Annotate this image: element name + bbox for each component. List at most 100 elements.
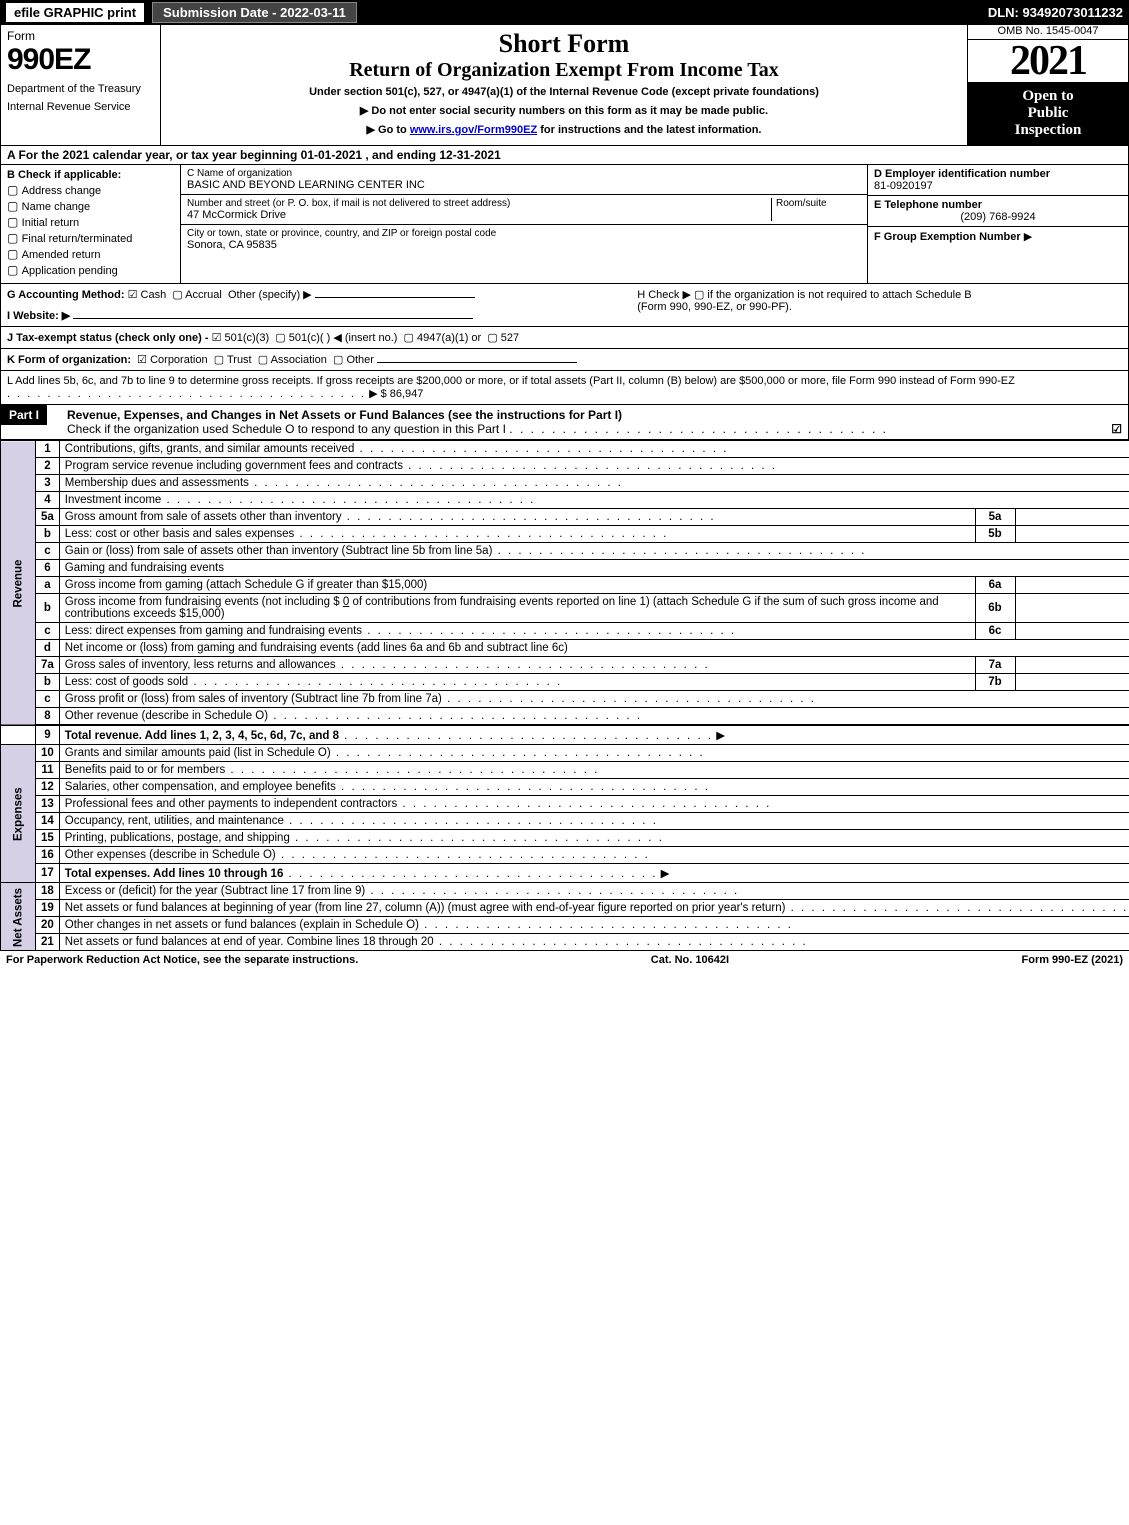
other-specify[interactable]: Other (specify) ▶ bbox=[228, 289, 312, 301]
chk-501c[interactable]: 501(c)( ) ◀ (insert no.) bbox=[275, 332, 397, 344]
line-num: c bbox=[36, 543, 60, 560]
line-num: 13 bbox=[36, 796, 60, 813]
chk-trust[interactable]: Trust bbox=[214, 354, 252, 366]
part-1-header: Part I Revenue, Expenses, and Changes in… bbox=[0, 405, 1129, 440]
group-exemption-arrow: ▶ bbox=[1024, 231, 1032, 243]
line-k-label: K Form of organization: bbox=[7, 354, 131, 366]
chk-association[interactable]: Association bbox=[258, 354, 327, 366]
r6b-amt: 0 bbox=[343, 596, 349, 608]
table-row: 13 Professional fees and other payments … bbox=[1, 796, 1129, 813]
table-row: 9 Total revenue. Add lines 1, 2, 3, 4, 5… bbox=[1, 725, 1129, 745]
form-header: Form 990EZ Department of the Treasury In… bbox=[0, 25, 1129, 146]
other-specify-input[interactable] bbox=[315, 297, 475, 298]
line-desc: Program service revenue including govern… bbox=[59, 458, 1129, 475]
chk-amended-return[interactable]: Amended return bbox=[7, 247, 174, 261]
page-footer: For Paperwork Reduction Act Notice, see … bbox=[0, 951, 1129, 969]
line-j-label: J Tax-exempt status (check only one) - bbox=[7, 332, 212, 344]
phone-value: (209) 768-9924 bbox=[874, 211, 1122, 223]
group-exemption-label: F Group Exemption Number bbox=[874, 231, 1021, 243]
table-row: 6 Gaming and fundraising events bbox=[1, 560, 1129, 577]
chk-corporation[interactable]: Corporation bbox=[137, 354, 207, 366]
line-desc: Grants and similar amounts paid (list in… bbox=[59, 745, 1129, 762]
r6b-d1: Gross income from fundraising events (no… bbox=[65, 596, 340, 608]
line-desc: Gain or (loss) from sale of assets other… bbox=[59, 543, 1129, 560]
sub-value: 0 bbox=[1015, 623, 1129, 640]
form-title-1: Short Form bbox=[167, 29, 961, 59]
line-num: 3 bbox=[36, 475, 60, 492]
chk-accrual[interactable]: Accrual bbox=[172, 289, 222, 301]
line-num: 17 bbox=[36, 864, 60, 883]
city-label: City or town, state or province, country… bbox=[187, 228, 861, 239]
chk-address-change[interactable]: Address change bbox=[7, 183, 174, 197]
line-num: 1 bbox=[36, 441, 60, 458]
line-num: 11 bbox=[36, 762, 60, 779]
chk-name-change[interactable]: Name change bbox=[7, 199, 174, 213]
other-org-input[interactable] bbox=[377, 362, 577, 363]
line-desc: Occupancy, rent, utilities, and maintena… bbox=[59, 813, 1129, 830]
table-row: 5a Gross amount from sale of assets othe… bbox=[1, 509, 1129, 526]
dots-icon bbox=[283, 868, 657, 880]
ein-value: 81-0920197 bbox=[874, 180, 1122, 192]
footer-mid: Cat. No. 10642I bbox=[651, 954, 729, 966]
table-row: b Gross income from fundraising events (… bbox=[1, 594, 1129, 623]
chk-527[interactable]: 527 bbox=[487, 332, 519, 344]
table-row: b Less: cost or other basis and sales ex… bbox=[1, 526, 1129, 543]
street-label: Number and street (or P. O. box, if mail… bbox=[187, 198, 771, 209]
line-num: 16 bbox=[36, 847, 60, 864]
table-row: 16 Other expenses (describe in Schedule … bbox=[1, 847, 1129, 864]
line-num: c bbox=[36, 691, 60, 708]
chk-application-pending[interactable]: Application pending bbox=[7, 263, 174, 277]
r17-desc: Total expenses. Add lines 10 through 16 bbox=[65, 868, 284, 880]
footer-left: For Paperwork Reduction Act Notice, see … bbox=[6, 954, 358, 966]
org-name-label: C Name of organization bbox=[187, 168, 861, 179]
line-desc: Contributions, gifts, grants, and simila… bbox=[59, 441, 1129, 458]
line-num: 2 bbox=[36, 458, 60, 475]
line-desc: Total expenses. Add lines 10 through 16 bbox=[59, 864, 1129, 883]
line-num: b bbox=[36, 526, 60, 543]
chk-initial-return[interactable]: Initial return bbox=[7, 215, 174, 229]
line-desc: Professional fees and other payments to … bbox=[59, 796, 1129, 813]
line-num: 5a bbox=[36, 509, 60, 526]
line-h-label: H Check ▶ ▢ if the organization is not r… bbox=[637, 288, 1122, 301]
website-input[interactable] bbox=[73, 318, 473, 319]
table-row: d Net income or (loss) from gaming and f… bbox=[1, 640, 1129, 657]
table-row: 21 Net assets or fund balances at end of… bbox=[1, 934, 1129, 951]
line-num: 20 bbox=[36, 917, 60, 934]
line-num: a bbox=[36, 577, 60, 594]
revenue-tab: Revenue bbox=[1, 441, 36, 726]
chk-cash[interactable]: Cash bbox=[128, 289, 167, 301]
table-row: 17 Total expenses. Add lines 10 through … bbox=[1, 864, 1129, 883]
part-1-subtitle: Check if the organization used Schedule … bbox=[67, 422, 506, 436]
expenses-tab: Expenses bbox=[1, 745, 36, 883]
table-row: c Gross profit or (loss) from sales of i… bbox=[1, 691, 1129, 708]
line-desc: Less: cost or other basis and sales expe… bbox=[59, 526, 975, 543]
line-desc: Gross income from fundraising events (no… bbox=[59, 594, 975, 623]
line-num: 9 bbox=[36, 725, 60, 745]
org-name: BASIC AND BEYOND LEARNING CENTER INC bbox=[187, 179, 861, 191]
line-num: 7a bbox=[36, 657, 60, 674]
box-b-label: B Check if applicable: bbox=[7, 169, 174, 181]
irs-link[interactable]: www.irs.gov/Form990EZ bbox=[410, 124, 537, 136]
line-desc: Net assets or fund balances at end of ye… bbox=[59, 934, 1129, 951]
part-1-tab: Part I bbox=[1, 405, 47, 425]
line-num: d bbox=[36, 640, 60, 657]
sub-value: 0 bbox=[1015, 509, 1129, 526]
row-l: L Add lines 5b, 6c, and 7b to line 9 to … bbox=[0, 371, 1129, 405]
efile-badge[interactable]: efile GRAPHIC print bbox=[6, 3, 144, 22]
dots-icon bbox=[7, 388, 366, 400]
chk-other-org[interactable]: Other bbox=[333, 354, 374, 366]
line-h-sub: (Form 990, 990-EZ, or 990-PF). bbox=[637, 301, 1122, 313]
street-value: 47 McCormick Drive bbox=[187, 209, 771, 221]
line-g-label: G Accounting Method: bbox=[7, 289, 125, 301]
part-1-check[interactable]: ☑ bbox=[1111, 422, 1122, 436]
sub-line: 5b bbox=[975, 526, 1015, 543]
submission-date: Submission Date - 2022-03-11 bbox=[152, 2, 357, 23]
chk-4947[interactable]: 4947(a)(1) or bbox=[404, 332, 482, 344]
sub-line: 6b bbox=[975, 594, 1015, 623]
chk-final-return[interactable]: Final return/terminated bbox=[7, 231, 174, 245]
line-desc: Salaries, other compensation, and employ… bbox=[59, 779, 1129, 796]
chk-501c3[interactable]: 501(c)(3) bbox=[212, 332, 270, 344]
arrow-icon bbox=[657, 868, 669, 880]
table-row: 11 Benefits paid to or for members 11 0 bbox=[1, 762, 1129, 779]
arrow-icon bbox=[713, 730, 725, 742]
